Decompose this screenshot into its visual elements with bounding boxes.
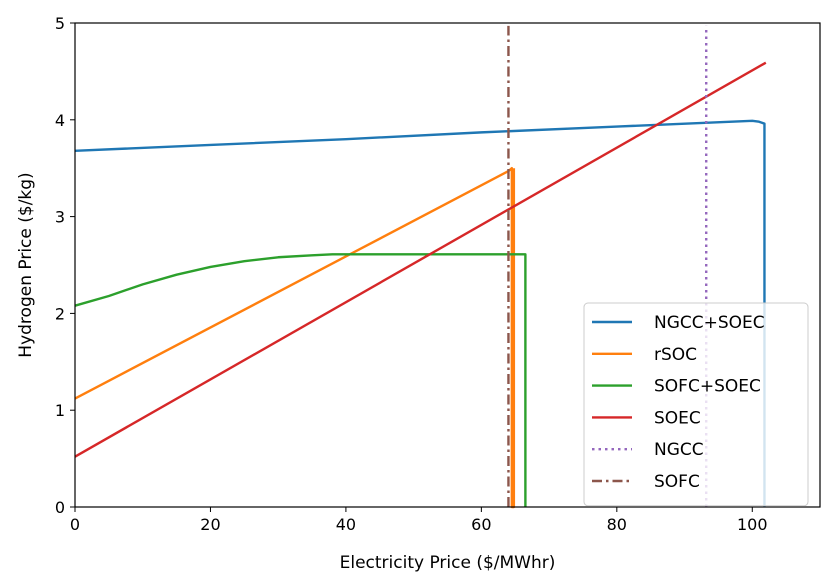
y-tick-label: 0 [55,498,65,517]
legend-label-soec: SOEC [654,408,701,428]
x-tick-label: 40 [336,515,356,534]
y-axis-label: Hydrogen Price ($/kg) [16,172,36,357]
series-line-sofc-soec [74,253,527,507]
y-tick-label: 2 [55,304,65,323]
x-axis-label: Electricity Price ($/MWhr) [340,553,556,573]
x-axis-ticks: 0 20 40 60 80 100 [70,507,768,534]
y-axis-ticks: 0 1 2 3 4 5 [55,14,75,517]
plot-frame [74,22,821,508]
x-tick-label: 100 [737,515,768,534]
legend-box [583,302,809,507]
y-tick-label: 5 [55,14,65,33]
x-tick-label: 20 [200,515,220,534]
series-line-ngcc-soec [74,119,766,507]
legend: NGCC+SOEC rSOC SOFC+SOEC SOEC NGCC SOFC [583,302,809,507]
x-tick-label: 60 [471,515,491,534]
legend-label-ngcc-soec: NGCC+SOEC [654,313,765,333]
x-tick-label: 0 [70,515,80,534]
legend-label-sofc: SOFC [654,472,700,492]
legend-label-rsoc: rSOC [654,345,697,365]
x-tick-label: 80 [607,515,627,534]
y-tick-label: 3 [55,208,65,227]
y-tick-label: 4 [55,111,65,130]
series-line-rsoc [74,166,516,509]
y-tick-label: 1 [55,401,65,420]
legend-label-ngcc: NGCC [654,440,704,460]
series-line-soec [74,61,767,458]
legend-label-sofc-soec: SOFC+SOEC [654,377,761,397]
